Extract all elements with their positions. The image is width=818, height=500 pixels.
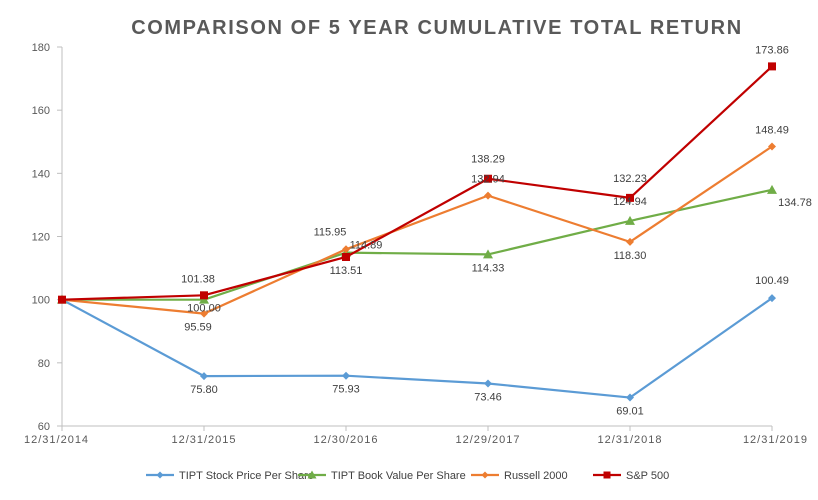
data-label: 134.78 — [778, 197, 812, 209]
x-tick-label: 12/31/2019 — [743, 434, 808, 446]
legend-label: TIPT Book Value Per Share — [331, 470, 466, 482]
data-point — [768, 62, 776, 71]
data-label: 75.93 — [332, 384, 360, 396]
y-tick-label: 80 — [38, 358, 50, 370]
data-point — [768, 294, 776, 303]
data-label: 95.59 — [184, 322, 212, 334]
legend-marker — [156, 471, 164, 479]
data-point — [767, 184, 777, 194]
series-3 — [58, 62, 776, 304]
data-point — [342, 252, 350, 261]
legend-label: S&P 500 — [626, 470, 669, 482]
x-tick-label: 12/31/2018 — [597, 434, 662, 446]
data-label: 138.29 — [471, 154, 505, 166]
data-point — [626, 393, 634, 402]
y-tick-label: 140 — [32, 168, 50, 180]
legend-marker — [603, 471, 611, 479]
y-tick-label: 120 — [32, 232, 50, 244]
series-2 — [58, 142, 776, 318]
data-point — [483, 249, 493, 259]
x-tick-label: 12/31/2014 — [24, 434, 89, 446]
data-label: 73.46 — [474, 391, 502, 403]
x-tick-label: 12/30/2016 — [313, 434, 378, 446]
legend: TIPT Stock Price Per Share TIPT Book Valu… — [146, 470, 669, 482]
data-label: 124.94 — [613, 196, 647, 208]
data-point — [342, 371, 350, 380]
legend-item: TIPT Book Value Per Share — [298, 470, 466, 482]
legend-item: S&P 500 — [593, 470, 669, 482]
data-label: 115.95 — [314, 226, 347, 238]
data-point — [58, 295, 66, 304]
data-point — [200, 309, 208, 318]
data-point — [200, 291, 208, 300]
legend-item: Russell 2000 — [471, 470, 568, 482]
y-tick-label: 160 — [32, 105, 50, 117]
data-point — [768, 142, 776, 151]
x-tick-label: 12/31/2015 — [171, 434, 236, 446]
data-point — [625, 215, 635, 225]
data-label: 132.23 — [613, 173, 647, 185]
x-tick-label: 12/29/2017 — [455, 434, 520, 446]
data-point — [626, 237, 634, 246]
data-label: 101.38 — [181, 273, 215, 285]
data-point — [484, 174, 492, 183]
legend-label: TIPT Stock Price Per Share — [179, 470, 314, 482]
data-label: 113.51 — [330, 265, 363, 277]
series-line — [62, 188, 773, 301]
data-label: 118.30 — [614, 250, 647, 262]
y-tick-label: 180 — [32, 42, 50, 54]
data-label: 114.89 — [350, 240, 383, 252]
data-label: 148.49 — [755, 125, 789, 137]
data-point — [484, 379, 492, 388]
axes: 60 80 100 120 140 160 180 12/31/2014 12/31/2015 1… — [24, 42, 808, 446]
data-label: 173.86 — [755, 44, 789, 56]
data-point — [626, 193, 634, 202]
legend-marker — [307, 470, 317, 479]
series-line — [61, 145, 773, 315]
data-point — [484, 191, 492, 200]
chart-title: COMPARISON OF 5 YEAR CUMULATIVE TOTAL RE… — [131, 17, 743, 39]
data-label: 69.01 — [616, 406, 644, 418]
data-label: 75.80 — [190, 384, 218, 396]
data-point — [342, 245, 350, 254]
y-tick-label: 100 — [32, 295, 50, 307]
y-tick-label: 60 — [38, 421, 50, 433]
data-label: 114.33 — [472, 262, 505, 274]
legend-label: Russell 2000 — [504, 470, 568, 482]
legend-item: TIPT Stock Price Per Share — [146, 470, 314, 482]
data-point — [200, 372, 208, 381]
series-line — [61, 297, 773, 399]
data-label: 132.94 — [471, 174, 505, 186]
series-lines — [57, 62, 777, 402]
data-labels: 75.80 75.9373.4669.01100.49100.00114.8911… — [181, 44, 812, 417]
data-label: 100.00 — [187, 303, 221, 315]
series-1 — [57, 184, 777, 304]
data-label: 100.49 — [755, 275, 789, 287]
legend-marker — [481, 471, 489, 479]
series-line — [61, 65, 773, 301]
